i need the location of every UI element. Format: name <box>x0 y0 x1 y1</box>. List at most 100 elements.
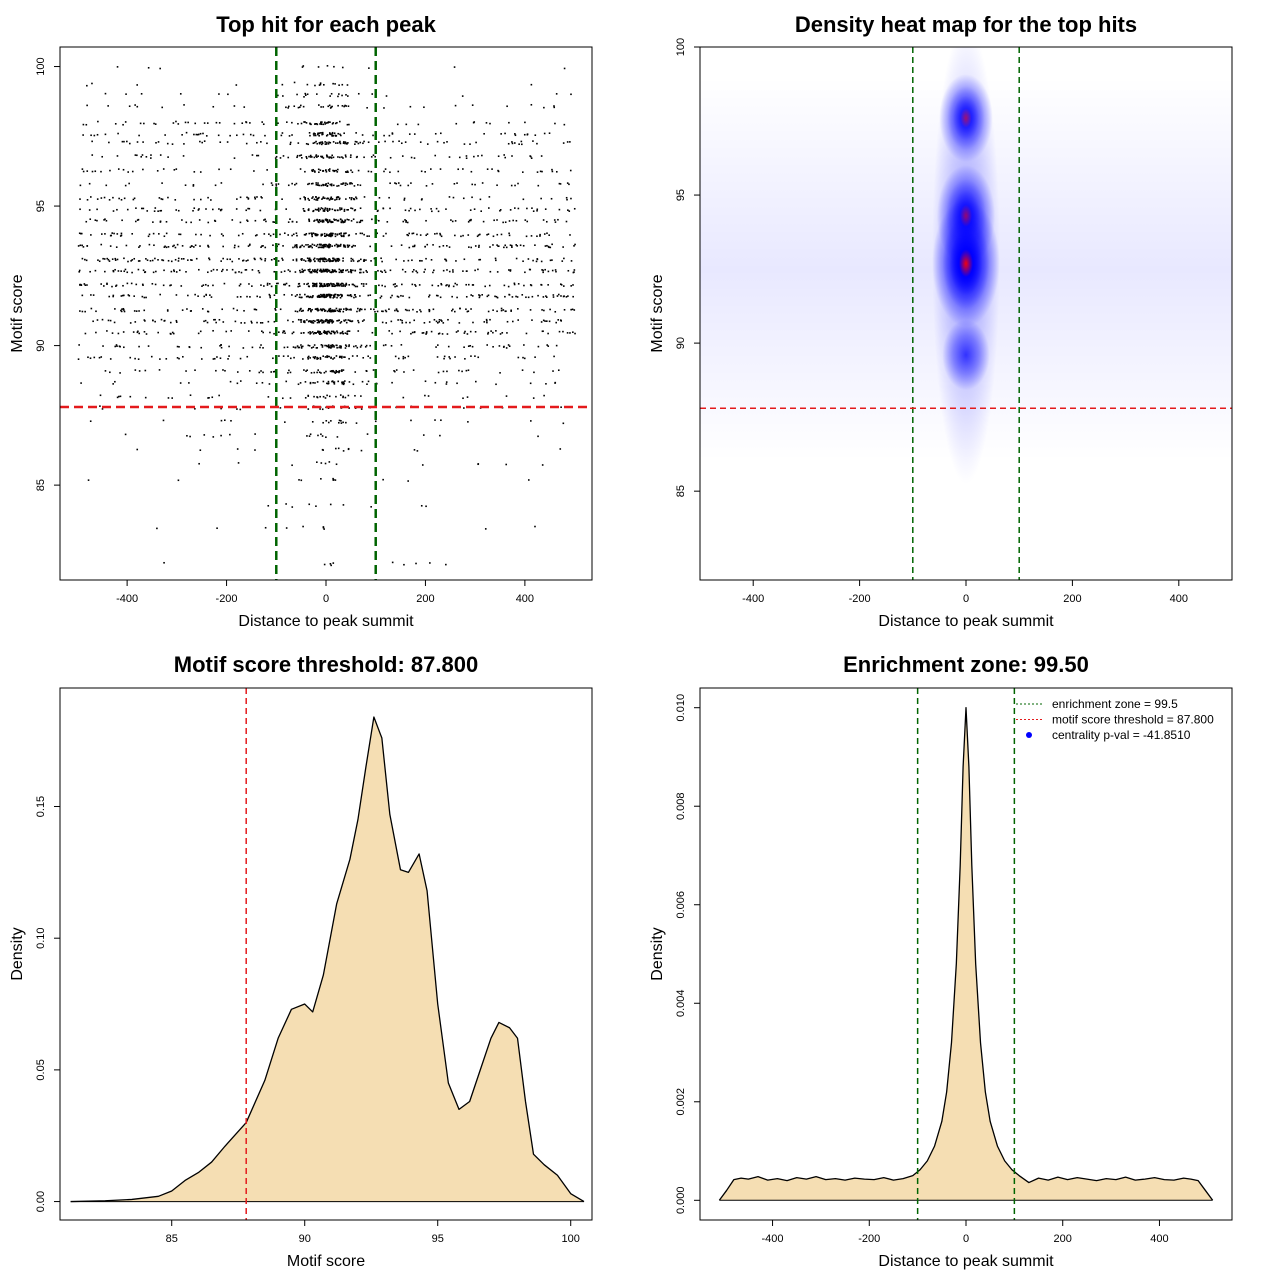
scatter-point <box>454 356 456 358</box>
scatter-point <box>336 346 338 349</box>
scatter-point <box>329 320 331 323</box>
scatter-point <box>296 294 298 296</box>
scatter-point <box>517 308 519 310</box>
scatter-point <box>347 234 350 237</box>
scatter-point <box>270 285 273 288</box>
scatter-point <box>207 196 209 199</box>
scatter-point <box>553 219 556 221</box>
scatter-point <box>258 371 261 374</box>
scatter-point <box>341 382 344 385</box>
scatter-point <box>297 122 299 125</box>
scatter-point <box>279 157 282 159</box>
scatter-point <box>170 284 172 286</box>
scatter-point <box>313 283 316 285</box>
scatter-point <box>430 208 432 210</box>
scatter-point <box>261 197 263 199</box>
scatter-point <box>307 143 310 146</box>
scatter-point <box>471 196 473 199</box>
scatter-point <box>521 369 524 371</box>
scatter-point <box>282 155 285 157</box>
scatter-point <box>406 309 408 312</box>
scatter-point <box>85 259 88 262</box>
scatter-point <box>391 132 394 134</box>
scatter-point <box>163 269 165 272</box>
scatter-point <box>327 246 330 249</box>
scatter-point <box>114 268 116 271</box>
scatter-point <box>326 394 328 397</box>
scatter-point <box>220 209 222 211</box>
scatter-point <box>319 333 322 335</box>
scatter-point <box>80 284 83 287</box>
scatter-point <box>478 258 480 261</box>
scatter-point <box>430 168 432 170</box>
scatter-point <box>328 260 331 263</box>
scatter-point <box>326 356 328 359</box>
scatter-point <box>136 105 139 108</box>
scatter-point <box>317 320 320 323</box>
scatter-point <box>294 271 297 273</box>
scatter-point <box>101 233 103 235</box>
scatter-point <box>510 309 512 312</box>
scatter-point <box>134 357 136 360</box>
scatter-point <box>407 480 409 482</box>
scatter-point <box>320 122 322 125</box>
scatter-point <box>268 283 271 285</box>
chart-title: Top hit for each peak <box>216 12 436 37</box>
scatter-point <box>340 357 343 359</box>
scatter-point <box>325 170 328 173</box>
scatter-point <box>176 243 179 246</box>
scatter-point <box>388 330 391 332</box>
scatter-point <box>562 142 565 144</box>
scatter-point <box>330 184 333 187</box>
scatter-point <box>504 156 507 159</box>
scatter-point <box>350 154 352 156</box>
scatter-point <box>224 369 226 372</box>
scatter-point <box>292 233 295 236</box>
scatter-point <box>219 141 222 143</box>
scatter-point <box>517 319 519 321</box>
scatter-point <box>404 308 407 311</box>
scatter-point <box>260 344 262 346</box>
scatter-point <box>549 308 551 311</box>
x-tick-label: -200 <box>216 593 238 605</box>
scatter-point <box>504 310 507 313</box>
scatter-point <box>497 169 499 172</box>
scatter-point <box>558 208 561 211</box>
scatter-point <box>436 140 439 143</box>
scatter-point <box>546 320 548 322</box>
scatter-point <box>277 282 279 285</box>
scatter-point <box>403 260 405 262</box>
scatter-point <box>423 322 426 324</box>
scatter-point <box>401 283 403 286</box>
scatter-point <box>198 208 200 210</box>
scatter-point <box>269 295 271 297</box>
scatter-point <box>123 346 125 349</box>
scatter-point <box>309 308 312 310</box>
scatter-point <box>229 433 231 436</box>
scatter-point <box>381 310 383 313</box>
scatter-point <box>172 332 175 335</box>
scatter-point <box>319 356 322 359</box>
scatter-point <box>295 258 298 261</box>
scatter-point <box>456 382 458 385</box>
scatter-point <box>569 141 571 143</box>
scatter-point <box>532 397 535 399</box>
scatter-point <box>126 208 129 211</box>
scatter-point <box>573 269 576 271</box>
scatter-point <box>317 246 320 249</box>
scatter-point <box>477 463 480 465</box>
scatter-point <box>402 295 404 297</box>
scatter-point <box>102 345 104 347</box>
scatter-point <box>422 332 425 334</box>
scatter-point <box>194 369 196 372</box>
scatter-point <box>185 131 188 134</box>
scatter-point <box>382 478 384 481</box>
scatter-point <box>566 141 569 143</box>
scatter-point <box>308 344 311 347</box>
scatter-point <box>312 284 314 287</box>
scatter-point <box>516 296 519 298</box>
scatter-point <box>328 322 330 324</box>
scatter-point <box>553 105 555 107</box>
